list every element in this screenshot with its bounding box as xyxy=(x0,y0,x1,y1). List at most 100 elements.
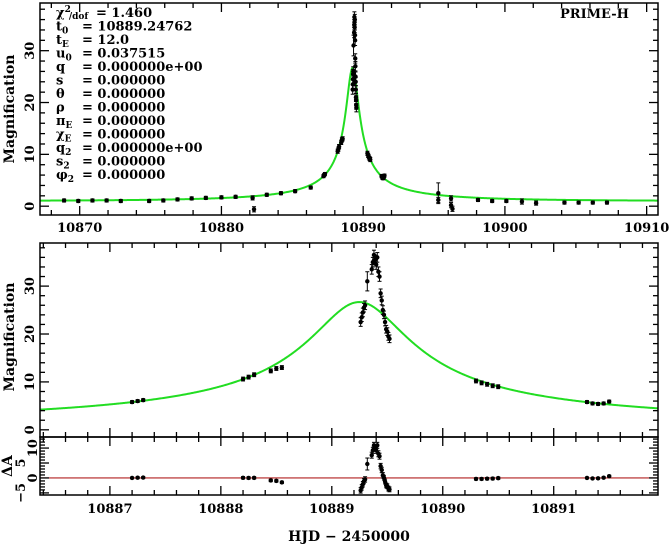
data-marker xyxy=(479,476,484,482)
data-point xyxy=(90,198,95,203)
data-marker xyxy=(387,336,392,342)
data-point xyxy=(436,196,441,204)
data-point xyxy=(365,457,370,471)
model-curve xyxy=(40,67,658,202)
parameter-row: χ2/dof xyxy=(56,5,89,22)
data-marker xyxy=(475,197,481,203)
data-marker xyxy=(336,144,342,149)
data-marker xyxy=(590,476,595,481)
x-tick-label: 10910 xyxy=(624,221,669,236)
parameter-row: s2 xyxy=(56,155,70,172)
data-point xyxy=(490,383,495,389)
data-marker xyxy=(251,372,257,377)
res-y-axis-title: ΔA xyxy=(0,454,16,477)
data-point xyxy=(251,372,257,378)
data-point xyxy=(601,401,606,406)
parameter-symbol: t xyxy=(56,33,62,48)
data-marker xyxy=(146,198,152,204)
model-curve xyxy=(40,301,658,411)
data-point xyxy=(504,198,509,204)
parameter-symbol: t xyxy=(56,20,62,35)
parameter-row: q xyxy=(56,60,65,75)
data-marker xyxy=(61,198,67,203)
parameter-value: = 0.000000 xyxy=(82,114,165,129)
data-marker xyxy=(362,477,368,482)
data-marker xyxy=(369,267,374,272)
parameter-value: = 12.0 xyxy=(82,33,129,48)
data-marker xyxy=(129,399,135,405)
parameter-value: = 1.460 xyxy=(96,6,152,21)
y-tick-label: 30 xyxy=(23,42,38,60)
data-point xyxy=(135,398,140,404)
data-marker xyxy=(140,475,146,480)
data-point xyxy=(379,295,384,306)
parameter-row: t0 xyxy=(56,20,68,37)
data-point xyxy=(606,399,612,404)
data-marker xyxy=(590,401,595,406)
data-point xyxy=(268,478,273,483)
y-tick-label: 30 xyxy=(23,277,38,295)
plot-area xyxy=(40,11,658,213)
axes-frame xyxy=(39,242,659,438)
data-point xyxy=(606,473,612,479)
data-point xyxy=(475,197,481,203)
data-point xyxy=(250,195,255,201)
data-point xyxy=(519,198,525,205)
data-marker xyxy=(246,374,251,380)
data-point xyxy=(590,476,595,481)
parameter-value: = 0.000000 xyxy=(82,128,165,143)
parameter-row: u0 xyxy=(56,47,72,64)
data-point xyxy=(496,384,501,390)
data-marker xyxy=(489,198,495,204)
data-marker xyxy=(373,448,379,453)
parameter-value: = 0.000000e+00 xyxy=(82,141,203,156)
data-point xyxy=(375,441,380,449)
data-marker xyxy=(251,475,257,481)
data-point xyxy=(251,206,257,213)
data-point xyxy=(175,197,180,202)
data-point xyxy=(353,77,358,87)
data-marker xyxy=(118,198,123,204)
data-marker xyxy=(382,319,388,325)
x-tick-label: 10880 xyxy=(199,221,244,236)
data-point xyxy=(140,475,146,480)
data-point xyxy=(279,480,285,485)
parameter-subscript: E xyxy=(62,40,69,50)
data-marker xyxy=(352,25,357,30)
data-point xyxy=(604,200,610,205)
data-point xyxy=(448,195,454,202)
data-marker xyxy=(484,382,490,387)
data-marker xyxy=(322,171,328,177)
data-marker xyxy=(373,262,379,267)
data-marker xyxy=(496,384,501,389)
data-marker xyxy=(351,69,356,74)
data-marker xyxy=(448,196,454,201)
y-tick-label: 0 xyxy=(26,473,41,482)
data-marker xyxy=(479,380,484,386)
data-marker xyxy=(350,87,355,92)
data-marker xyxy=(240,376,246,382)
data-point xyxy=(240,475,246,481)
data-marker xyxy=(233,194,238,200)
data-point xyxy=(576,200,581,205)
data-marker xyxy=(264,192,269,197)
data-point xyxy=(370,256,376,268)
y-tick-label: 5 xyxy=(14,458,29,467)
x-tick-label: 10891 xyxy=(531,502,576,517)
data-point xyxy=(490,476,495,481)
data-marker xyxy=(308,185,313,190)
data-point xyxy=(473,378,479,384)
y-tick-label: 0 xyxy=(23,202,38,211)
data-point xyxy=(104,198,109,203)
data-marker xyxy=(473,476,479,482)
parameter-subscript: 2 xyxy=(63,162,69,172)
plot-area xyxy=(40,249,658,411)
data-marker xyxy=(490,476,495,481)
parameter-symbol: ρ xyxy=(56,101,65,116)
data-point xyxy=(489,198,495,204)
data-marker xyxy=(353,56,358,61)
parameter-symbol: π xyxy=(56,114,66,129)
parameter-symbol: χ xyxy=(56,6,65,21)
data-point xyxy=(274,478,279,484)
